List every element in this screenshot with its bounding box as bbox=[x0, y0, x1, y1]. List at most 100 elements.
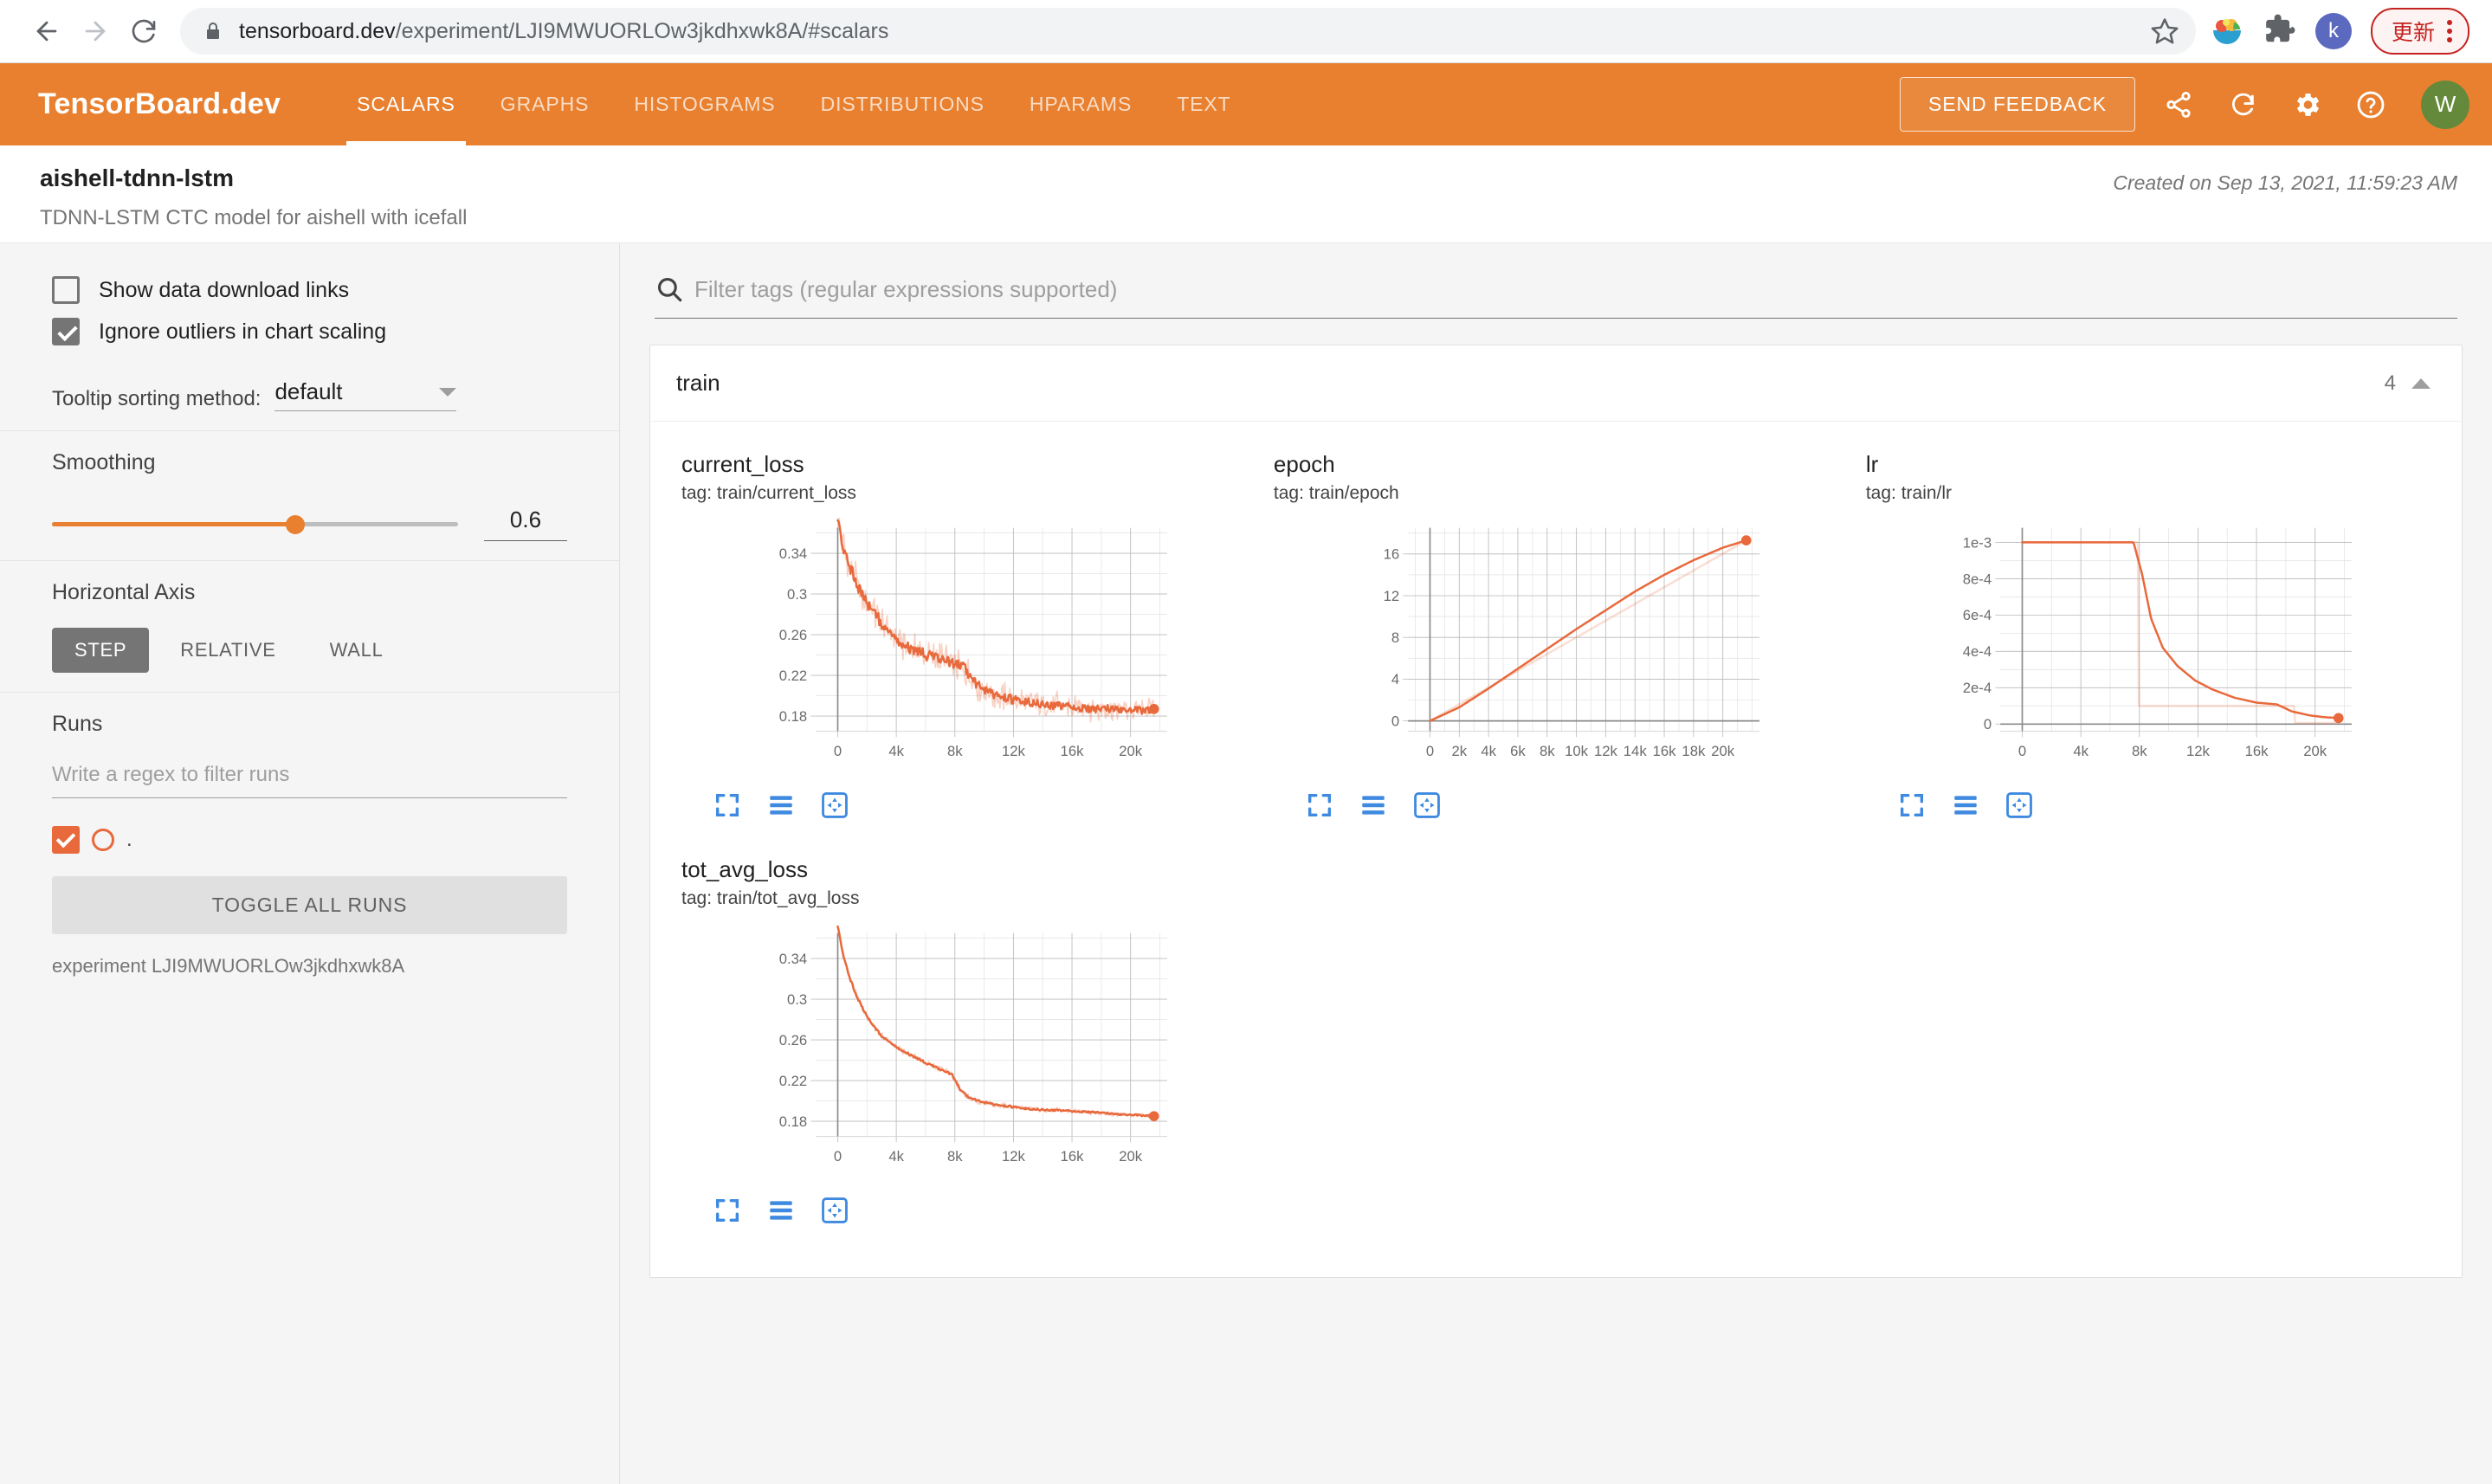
tag-filter-bar[interactable]: Filter tags (regular expressions support… bbox=[655, 274, 2457, 319]
tab-histograms[interactable]: HISTOGRAMS bbox=[611, 63, 797, 145]
tab-hparams[interactable]: HPARAMS bbox=[1007, 63, 1154, 145]
show-download-links-row[interactable]: Show data download links bbox=[52, 276, 567, 304]
smoothing-value-input[interactable]: 0.6 bbox=[484, 506, 567, 541]
gear-icon[interactable] bbox=[2286, 84, 2327, 126]
help-circle-icon[interactable] bbox=[2350, 84, 2392, 126]
fullscreen-icon[interactable] bbox=[1305, 790, 1334, 820]
tooltip-sorting-label: Tooltip sorting method: bbox=[52, 387, 261, 410]
chart-plot[interactable]: 0.34 0.3 0.26 0.22 0.18 0 4k 8k 12k 16k 20k bbox=[681, 923, 1246, 1187]
profile-avatar[interactable]: k bbox=[2314, 13, 2352, 49]
page-title: aishell-tdnn-lstm bbox=[40, 165, 235, 191]
forward-arrow-icon[interactable] bbox=[71, 7, 119, 55]
chart-plot[interactable]: 0.34 0.3 0.26 0.22 0.18 0 4k 8k 12k 16k 20k bbox=[681, 509, 1246, 782]
svg-text:12k: 12k bbox=[1002, 743, 1026, 759]
svg-text:16k: 16k bbox=[1061, 1148, 1085, 1165]
svg-text:12k: 12k bbox=[2186, 743, 2211, 759]
horizontal-axis-section: Horizontal Axis STEP RELATIVE WALL bbox=[0, 561, 619, 693]
svg-text:0.3: 0.3 bbox=[787, 586, 807, 603]
svg-text:4e-4: 4e-4 bbox=[1963, 643, 1992, 660]
smoothing-label: Smoothing bbox=[52, 450, 156, 474]
fullscreen-icon[interactable] bbox=[713, 790, 742, 820]
svg-text:6e-4: 6e-4 bbox=[1963, 607, 1992, 623]
run-item[interactable]: . bbox=[52, 826, 567, 854]
tab-label: SCALARS bbox=[357, 93, 455, 115]
tooltip-sorting-select[interactable]: default bbox=[274, 378, 457, 411]
fullscreen-icon[interactable] bbox=[1897, 790, 1927, 820]
ignore-outliers-checkbox[interactable] bbox=[52, 318, 80, 345]
smoothing-slider[interactable] bbox=[52, 511, 458, 537]
tab-scalars[interactable]: SCALARS bbox=[334, 63, 478, 145]
runs-filter-input[interactable]: Write a regex to filter runs bbox=[52, 763, 567, 798]
puzzle-piece-icon[interactable] bbox=[2263, 13, 2296, 50]
data-table-icon[interactable] bbox=[766, 790, 796, 820]
tab-label: HISTOGRAMS bbox=[634, 93, 776, 115]
slider-thumb[interactable] bbox=[286, 515, 306, 534]
axis-tab-step[interactable]: STEP bbox=[52, 628, 150, 673]
chart-card-current_loss: current_loss tag: train/current_loss 0.34 0… bbox=[668, 441, 1260, 846]
data-table-icon[interactable] bbox=[1951, 790, 1980, 820]
ignore-outliers-row[interactable]: Ignore outliers in chart scaling bbox=[52, 318, 567, 345]
chart-title: current_loss bbox=[681, 451, 804, 477]
fullscreen-icon[interactable] bbox=[713, 1196, 742, 1225]
svg-text:20k: 20k bbox=[1711, 743, 1735, 759]
update-button[interactable]: 更新 bbox=[2370, 8, 2469, 55]
app-header: TensorBoard.dev SCALARS GRAPHS HISTOGRAM… bbox=[0, 63, 2492, 145]
tab-text[interactable]: TEXT bbox=[1154, 63, 1253, 145]
svg-text:0.26: 0.26 bbox=[779, 1032, 807, 1048]
tab-label: HPARAMS bbox=[1029, 93, 1133, 115]
send-feedback-button[interactable]: SEND FEEDBACK bbox=[1900, 77, 2135, 132]
group-meta: 4 bbox=[2385, 371, 2431, 396]
horizontal-axis-tabs: STEP RELATIVE WALL bbox=[52, 628, 567, 673]
group-header[interactable]: train 4 bbox=[650, 345, 2462, 422]
back-arrow-icon[interactable] bbox=[23, 7, 71, 55]
kebab-menu-icon[interactable] bbox=[2447, 20, 2452, 42]
created-timestamp: Created on Sep 13, 2021, 11:59:23 AM bbox=[2113, 171, 2457, 194]
reset-axes-icon[interactable] bbox=[2005, 790, 2034, 820]
update-label: 更新 bbox=[2391, 21, 2435, 45]
toggle-all-runs-button[interactable]: TOGGLE ALL RUNS bbox=[52, 876, 567, 934]
svg-text:0: 0 bbox=[1391, 713, 1399, 729]
salad-bowl-extension-icon[interactable] bbox=[2210, 14, 2244, 48]
chart-tag: tag: train/tot_avg_loss bbox=[681, 888, 860, 908]
svg-text:0.18: 0.18 bbox=[779, 708, 807, 725]
axis-tab-wall[interactable]: WALL bbox=[329, 639, 384, 661]
tag-filter-input[interactable]: Filter tags (regular expressions support… bbox=[694, 275, 1118, 302]
svg-text:12: 12 bbox=[1384, 588, 1400, 604]
chart-card-tot_avg_loss: tot_avg_loss tag: train/tot_avg_loss 0.34 0… bbox=[668, 846, 1260, 1251]
chart-plot[interactable]: 1e-3 8e-4 6e-4 4e-4 2e-4 0 0 4k 8k 12k 16k 20k bbox=[1866, 518, 2431, 782]
svg-text:0.3: 0.3 bbox=[787, 991, 807, 1008]
star-icon[interactable] bbox=[2142, 9, 2187, 54]
user-avatar[interactable]: W bbox=[2421, 80, 2469, 129]
reload-icon[interactable] bbox=[119, 7, 168, 55]
data-table-icon[interactable] bbox=[766, 1196, 796, 1225]
url-domain: tensorboard.dev bbox=[239, 18, 396, 43]
svg-text:0: 0 bbox=[2018, 743, 2026, 759]
reset-axes-icon[interactable] bbox=[820, 790, 849, 820]
tab-distributions[interactable]: DISTRIBUTIONS bbox=[798, 63, 1007, 145]
app-logo[interactable]: TensorBoard.dev bbox=[38, 87, 281, 120]
address-bar[interactable]: tensorboard.dev/experiment/LJI9MWUORLOw3… bbox=[180, 8, 2196, 55]
svg-text:20k: 20k bbox=[1119, 743, 1143, 759]
chart-toolbar bbox=[681, 790, 1246, 820]
svg-text:0: 0 bbox=[1426, 743, 1434, 759]
smoothing-section: Smoothing 0.6 bbox=[0, 431, 619, 561]
browser-toolbar: tensorboard.dev/experiment/LJI9MWUORLOw3… bbox=[0, 0, 2492, 63]
show-download-links-checkbox[interactable] bbox=[52, 276, 80, 304]
svg-text:4: 4 bbox=[1391, 671, 1399, 687]
chart-card-epoch: epoch tag: train/epoch 16 12 8 4 0 0 2k 4k 6k 8k 10k… bbox=[1260, 441, 1852, 846]
axis-tab-relative[interactable]: RELATIVE bbox=[180, 639, 276, 661]
run-checkbox[interactable] bbox=[52, 826, 80, 854]
chart-plot[interactable]: 16 12 8 4 0 0 2k 4k 6k 8k 10k 12k 14k 16k 18k 20k bbox=[1274, 518, 1838, 782]
reset-axes-icon[interactable] bbox=[1412, 790, 1442, 820]
refresh-icon[interactable] bbox=[2222, 84, 2263, 126]
reset-axes-icon[interactable] bbox=[820, 1196, 849, 1225]
chrome-action-icons: k 更新 bbox=[2210, 8, 2469, 55]
share-icon[interactable] bbox=[2158, 84, 2199, 126]
url-text: tensorboard.dev/experiment/LJI9MWUORLOw3… bbox=[239, 19, 888, 44]
data-table-icon[interactable] bbox=[1359, 790, 1388, 820]
chart-title: lr bbox=[1865, 451, 1879, 477]
nav-tabs: SCALARS GRAPHS HISTOGRAMS DISTRIBUTIONS … bbox=[334, 63, 1254, 145]
tab-graphs[interactable]: GRAPHS bbox=[478, 63, 612, 145]
chart-card-lr: lr tag: train/lr 1e-3 8e-4 6e-4 4e-4 2e-4 0 0 4k 8… bbox=[1852, 441, 2444, 846]
chevron-up-icon[interactable] bbox=[2411, 377, 2431, 389]
